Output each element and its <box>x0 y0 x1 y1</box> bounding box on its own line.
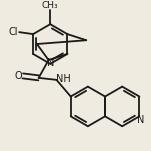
Text: NH: NH <box>56 74 71 84</box>
Text: O: O <box>14 71 22 81</box>
Text: Cl: Cl <box>8 27 18 37</box>
Text: CH₃: CH₃ <box>42 1 59 10</box>
Text: N: N <box>47 58 54 68</box>
Text: N: N <box>137 115 144 125</box>
